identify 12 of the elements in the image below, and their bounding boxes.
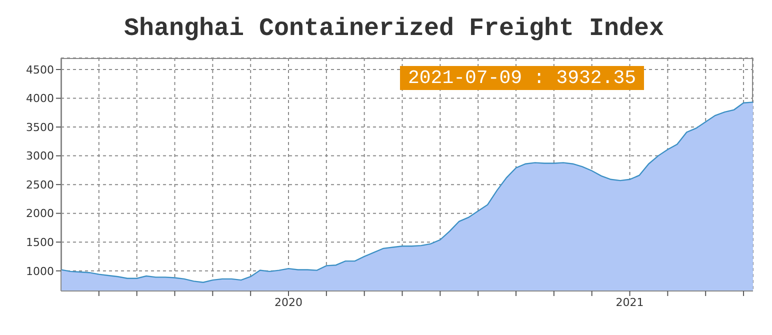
annotation: 2021-07-09 : 3932.35 [400,66,644,90]
y-tick-label: 1000 [26,264,54,278]
y-tick-label: 4500 [26,63,54,76]
y-tick-label: 2500 [26,178,54,192]
y-tick-label: 4000 [26,92,54,106]
y-tick-label: 3500 [26,120,54,134]
y-tick-label: 2000 [26,207,54,220]
x-tick-label: 2020 [274,296,303,309]
x-tick-label: 2021 [616,296,644,309]
chart-title: Shanghai Containerized Freight Index [122,14,666,43]
y-tick-label: 1500 [26,236,54,250]
y-tick-label: 3000 [26,150,54,163]
